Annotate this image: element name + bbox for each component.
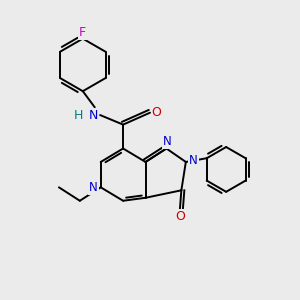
Text: N: N xyxy=(163,135,171,148)
Text: H: H xyxy=(74,109,83,122)
Text: O: O xyxy=(152,106,161,119)
Text: F: F xyxy=(79,26,86,39)
Text: N: N xyxy=(89,181,98,194)
Text: O: O xyxy=(175,210,185,223)
Text: N: N xyxy=(88,109,98,122)
Text: N: N xyxy=(189,154,198,167)
